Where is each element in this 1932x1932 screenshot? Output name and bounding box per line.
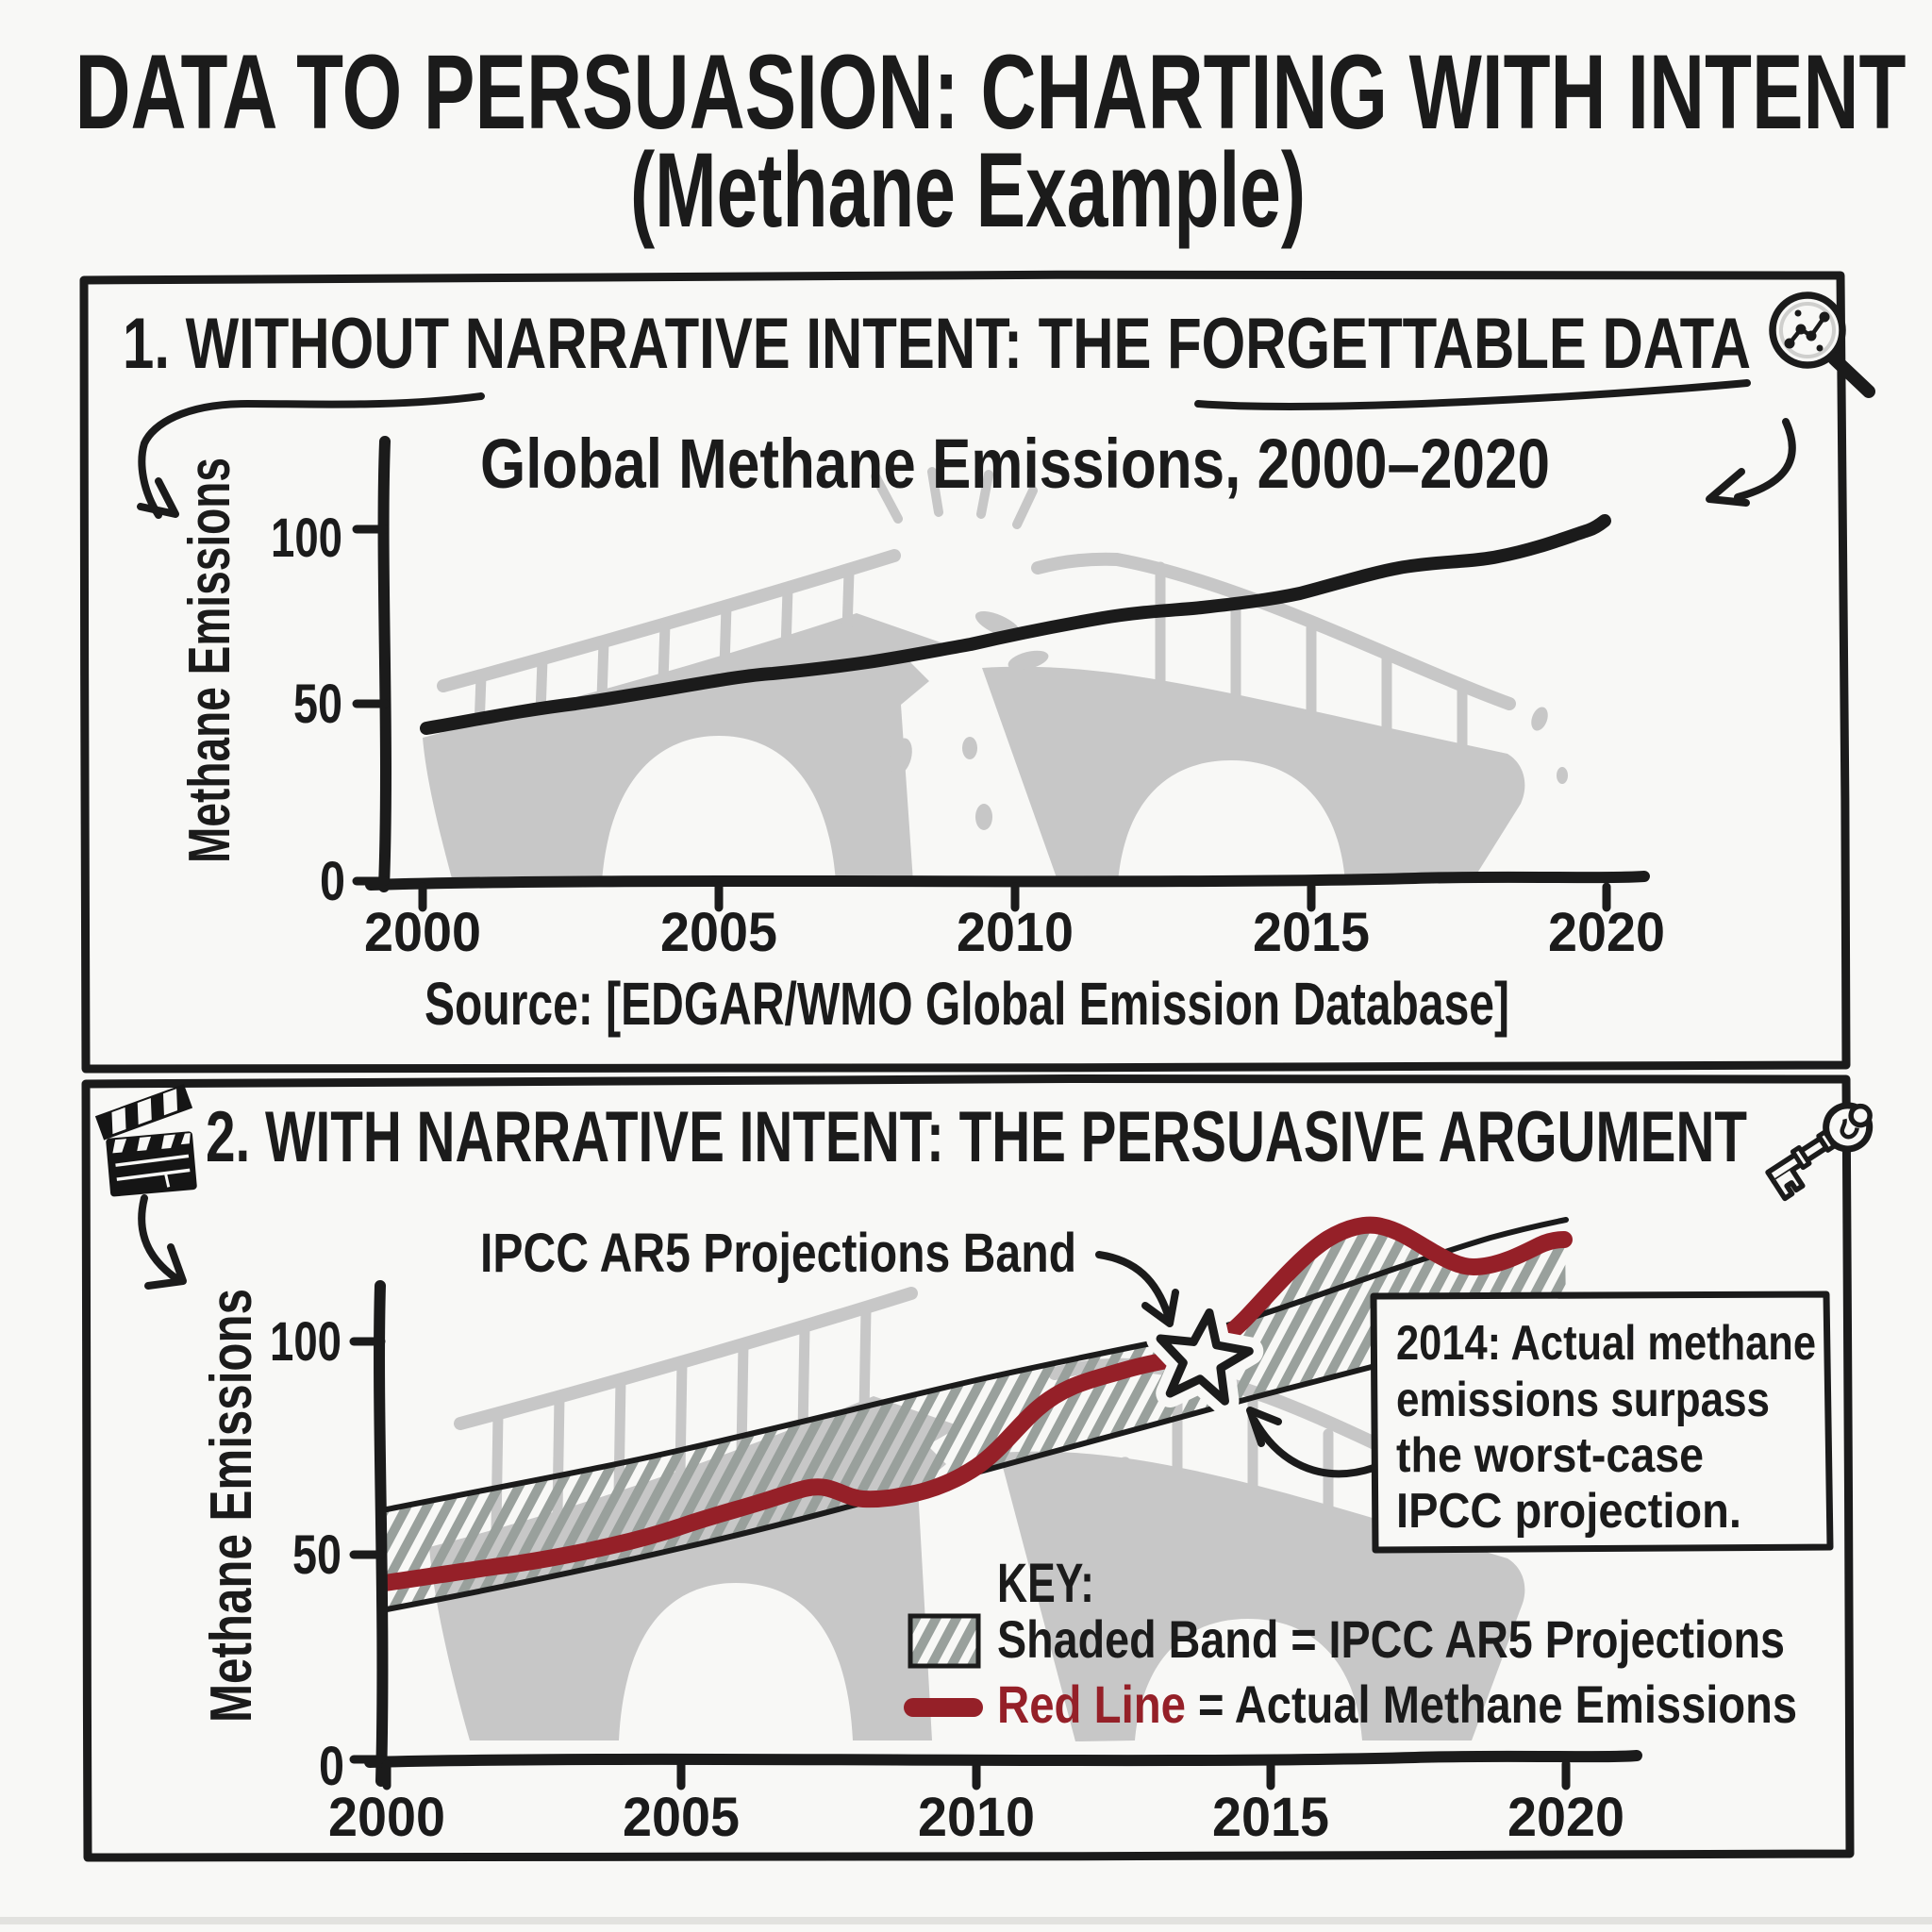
svg-text:Source: [EDGAR/WMO Global Emis: Source: [EDGAR/WMO Global Emission Datab…: [425, 970, 1509, 1038]
svg-text:50: 50: [292, 1524, 341, 1586]
svg-text:IPCC projection.: IPCC projection.: [1396, 1484, 1741, 1539]
svg-text:the worst-case: the worst-case: [1396, 1428, 1704, 1483]
svg-text:2005: 2005: [623, 1787, 740, 1848]
svg-text:0: 0: [319, 1736, 344, 1797]
svg-text:100: 100: [270, 1311, 341, 1373]
svg-text:2015: 2015: [1253, 902, 1370, 963]
svg-text:Methane Emissions: Methane Emissions: [199, 1289, 264, 1723]
svg-text:2015: 2015: [1212, 1787, 1329, 1848]
svg-text:2. WITH NARRATIVE INTENT: THE: 2. WITH NARRATIVE INTENT: THE PERSUASIVE…: [206, 1097, 1747, 1177]
svg-text:Shaded Band = IPCC AR5 Project: Shaded Band = IPCC AR5 Projections: [997, 1609, 1785, 1669]
svg-text:(Methane Example): (Methane Example): [630, 131, 1306, 249]
svg-text:2010: 2010: [918, 1787, 1035, 1848]
svg-text:2000: 2000: [328, 1787, 445, 1848]
svg-text:DATA TO PERSUASION: CHARTING W: DATA TO PERSUASION: CHARTING WITH INTENT: [75, 33, 1907, 151]
svg-text:KEY:: KEY:: [997, 1553, 1094, 1614]
svg-text:1. WITHOUT NARRATIVE INTENT: T: 1. WITHOUT NARRATIVE INTENT: THE FORGETT…: [123, 304, 1751, 384]
svg-text:emissions surpass: emissions surpass: [1396, 1373, 1770, 1427]
svg-text:= Actual Methane Emissions: = Actual Methane Emissions: [1198, 1674, 1797, 1734]
svg-text:2020: 2020: [1507, 1787, 1624, 1848]
svg-text:IPCC AR5 Projections Band: IPCC AR5 Projections Band: [480, 1223, 1076, 1284]
svg-text:100: 100: [271, 508, 342, 569]
svg-text:2000: 2000: [364, 902, 481, 963]
svg-text:50: 50: [293, 674, 342, 735]
svg-text:0: 0: [320, 851, 345, 912]
svg-text:2010: 2010: [957, 902, 1074, 963]
svg-text:Methane Emissions: Methane Emissions: [177, 458, 242, 863]
svg-text:Red Line: Red Line: [997, 1674, 1186, 1734]
svg-text:2014: Actual methane: 2014: Actual methane: [1396, 1316, 1816, 1371]
svg-text:2005: 2005: [660, 902, 777, 963]
svg-text:Global Methane Emissions, 2000: Global Methane Emissions, 2000–2020: [480, 425, 1550, 503]
svg-text:2020: 2020: [1548, 902, 1665, 963]
